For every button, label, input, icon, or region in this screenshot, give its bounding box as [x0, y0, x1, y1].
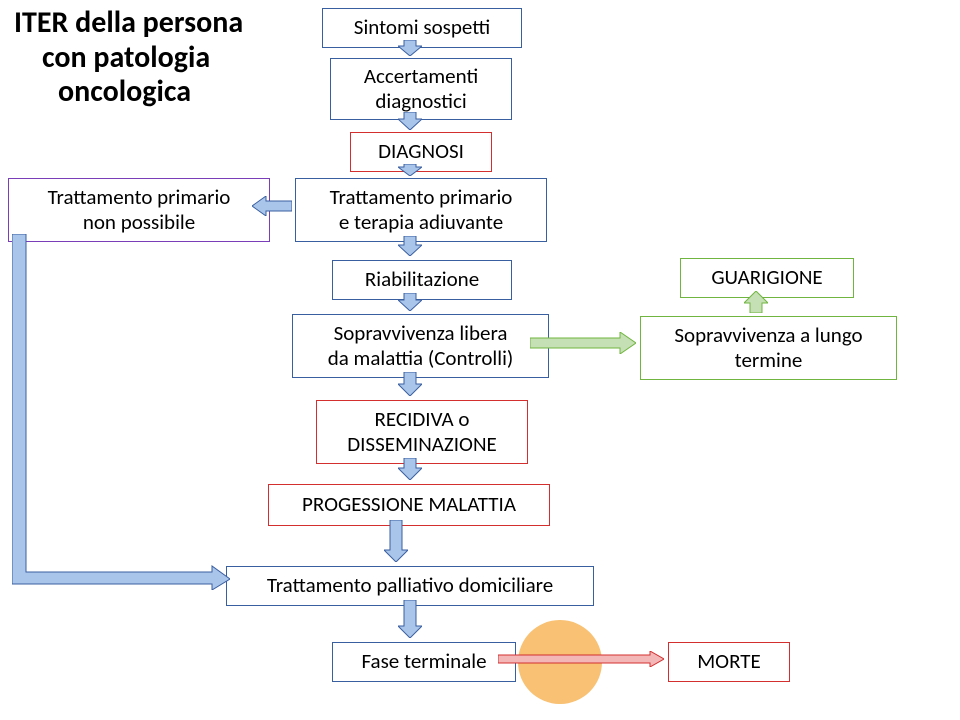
- box-recidiva: RECIDIVA o DISSEMINAZIONE: [316, 400, 528, 464]
- arrow-down-7: [398, 458, 422, 480]
- box-morte-text: MORTE: [697, 649, 761, 674]
- arrow-down-4: [398, 236, 422, 256]
- box-palliativo-text: Trattamento palliativo domiciliare: [267, 573, 553, 598]
- box-soprav-lib-t2: da malattia (Controlli): [328, 346, 514, 371]
- box-tratt-np-t2: non possibile: [83, 210, 195, 235]
- arrow-down-8: [384, 520, 408, 562]
- box-tratt-prim-t2: e terapia adiuvante: [339, 210, 503, 235]
- arrow-up-green: [744, 291, 768, 313]
- box-sintomi: Sintomi sospetti: [322, 8, 522, 48]
- elbow-connector: [12, 234, 230, 590]
- box-tratt-prim: Trattamento primario e terapia adiuvante: [295, 178, 547, 242]
- arrow-down-9: [398, 600, 422, 638]
- box-progessione: PROGESSIONE MALATTIA: [268, 484, 550, 526]
- box-morte: MORTE: [668, 642, 790, 682]
- page-title: ITER della persona con patologia oncolog…: [14, 6, 243, 110]
- box-tratt-prim-t1: Trattamento primario: [330, 185, 513, 210]
- box-accertamenti-t2: diagnostici: [375, 89, 466, 114]
- box-riabil-text: Riabilitazione: [365, 267, 479, 292]
- box-tratt-np-t1: Trattamento primario: [48, 185, 231, 210]
- box-sintomi-text: Sintomi sospetti: [354, 15, 490, 40]
- arrow-down-6: [398, 372, 422, 396]
- box-tratt-np: Trattamento primario non possibile: [8, 178, 270, 242]
- title-line3: oncologica: [14, 73, 191, 110]
- box-soprav-lt-t1: Sopravvivenza a lungo: [674, 323, 862, 348]
- arrow-down-2: [398, 112, 422, 130]
- box-recidiva-t1: RECIDIVA o: [374, 407, 469, 432]
- box-recidiva-t2: DISSEMINAZIONE: [347, 432, 497, 457]
- arrow-down-1: [398, 40, 422, 56]
- arrow-down-5: [398, 293, 422, 311]
- box-fase-term-text: Fase terminale: [361, 649, 486, 674]
- arrow-left-tratt: [252, 196, 292, 216]
- arrow-right-green: [530, 332, 636, 354]
- box-soprav-lib: Sopravvivenza libera da malattia (Contro…: [292, 314, 549, 378]
- arrow-down-3: [398, 164, 422, 176]
- title-line1: ITER della persona: [14, 4, 243, 41]
- box-fase-term: Fase terminale: [332, 642, 516, 682]
- box-accertamenti: Accertamenti diagnostici: [330, 58, 512, 120]
- box-soprav-lib-t1: Sopravvivenza libera: [334, 321, 508, 346]
- box-accertamenti-t1: Accertamenti: [364, 64, 478, 89]
- box-soprav-lt-t2: termine: [735, 348, 803, 373]
- box-soprav-lt: Sopravvivenza a lungo termine: [640, 316, 897, 380]
- box-progessione-text: PROGESSIONE MALATTIA: [302, 492, 516, 517]
- box-diagnosi-text: DIAGNOSI: [378, 139, 464, 164]
- box-guarigione-text: GUARIGIONE: [711, 265, 822, 290]
- arrow-right-red: [498, 651, 664, 667]
- box-riabil: Riabilitazione: [332, 260, 512, 300]
- title-line2: con patologia: [14, 39, 210, 76]
